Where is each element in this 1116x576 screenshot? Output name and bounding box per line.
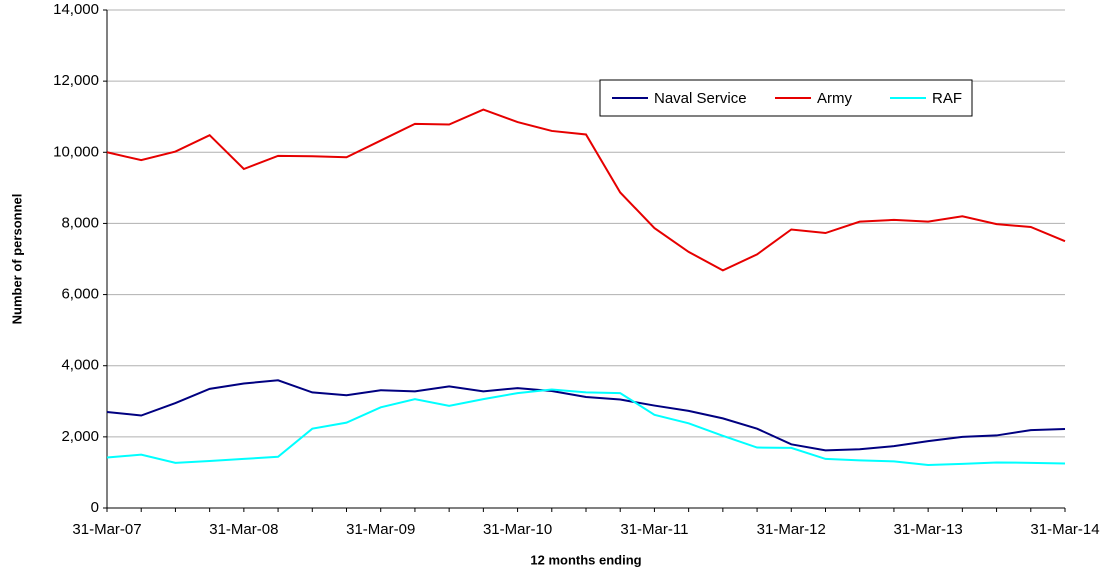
x-tick-label: 31-Mar-09 xyxy=(346,521,415,538)
line-series xyxy=(106,108,1066,272)
y-tick-label: 6,000 xyxy=(61,286,99,303)
x-tick-label: 31-Mar-11 xyxy=(620,521,688,538)
legend-label: Army xyxy=(817,90,852,107)
x-tick-label: 31-Mar-13 xyxy=(894,521,963,538)
legend-label: RAF xyxy=(932,90,962,107)
x-tick-label: 31-Mar-14 xyxy=(1030,521,1099,538)
y-tick-label: 14,000 xyxy=(53,1,99,18)
x-tick-label: 31-Mar-10 xyxy=(483,521,552,538)
line-series xyxy=(106,388,1066,466)
legend-label: Naval Service xyxy=(654,90,747,107)
legend: Naval Service Army RAF xyxy=(599,79,973,117)
line-series xyxy=(106,379,1066,452)
x-tick-label: 31-Mar-07 xyxy=(72,521,141,538)
y-tick-label: 0 xyxy=(91,499,99,516)
y-tick-label: 4,000 xyxy=(61,357,99,374)
y-tick-label: 12,000 xyxy=(53,72,99,89)
x-tick-label: 31-Mar-12 xyxy=(757,521,826,538)
y-tick-label: 2,000 xyxy=(61,428,99,445)
y-tick-label: 8,000 xyxy=(61,214,99,231)
x-axis-label: 12 months ending xyxy=(530,552,641,567)
y-axis-label: Number of personnel xyxy=(9,194,24,325)
x-tick-label: 31-Mar-08 xyxy=(209,521,278,538)
y-tick-label: 10,000 xyxy=(53,143,99,160)
